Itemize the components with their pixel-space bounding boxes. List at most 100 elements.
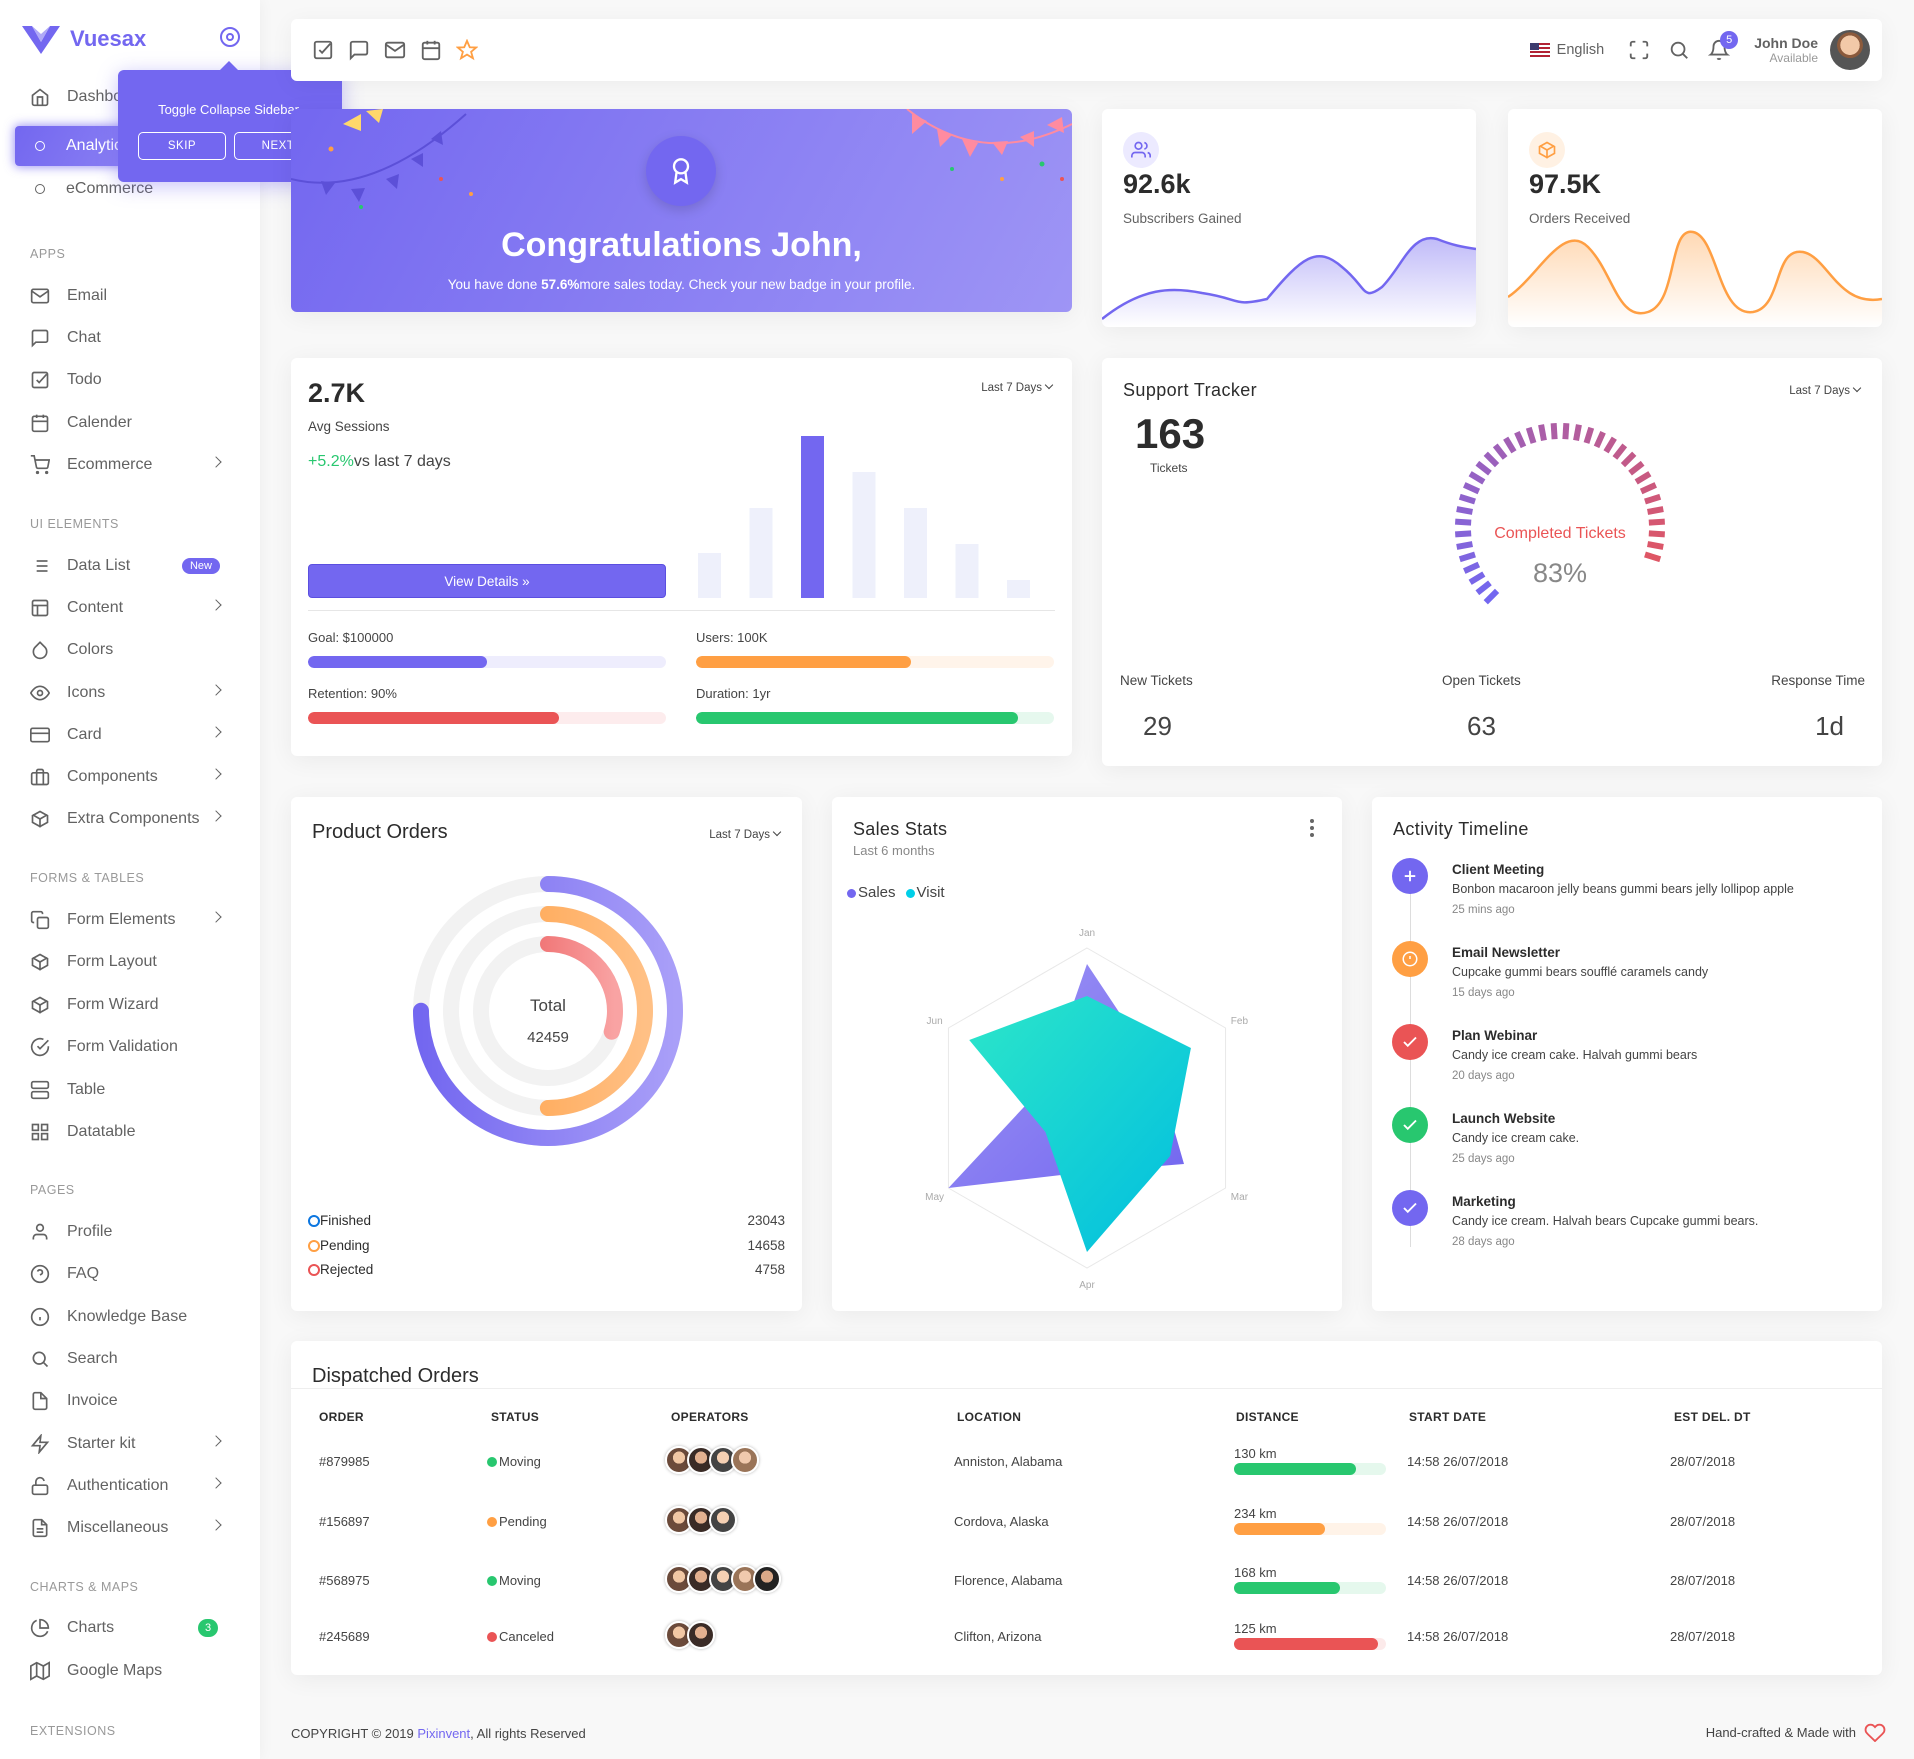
pixinvent-link[interactable]: Pixinvent	[417, 1726, 471, 1741]
sidebar-item-invoice[interactable]: Invoice	[15, 1381, 245, 1421]
order-status: Moving	[487, 1573, 541, 1588]
more-vertical-icon[interactable]	[1310, 819, 1314, 837]
sidebar-item-profile[interactable]: Profile	[15, 1212, 245, 1252]
column-header-location[interactable]: LOCATION	[957, 1410, 1022, 1424]
column-header-est-del-dt[interactable]: EST DEL. DT	[1674, 1410, 1751, 1424]
sidebar-item-chat[interactable]: Chat	[15, 318, 245, 358]
gauge-segment	[1456, 541, 1473, 550]
fullscreen-icon[interactable]	[1628, 39, 1650, 61]
operator-avatar[interactable]	[753, 1565, 781, 1593]
gauge-segment	[1644, 551, 1662, 563]
product-range-dropdown[interactable]: Last 7 Days	[709, 829, 780, 841]
radar-axis-label: Mar	[1231, 1192, 1249, 1203]
operators-group	[665, 1446, 759, 1474]
sidebar-item-card[interactable]: Card	[15, 715, 245, 755]
gauge-segment	[1468, 571, 1486, 585]
order-id: #568975	[319, 1573, 370, 1588]
sidebar-item-data-list[interactable]: Data List New	[15, 546, 245, 586]
sidebar-item-content[interactable]: Content	[15, 588, 245, 628]
legend-finished: Finished	[308, 1213, 371, 1228]
timeline-item-time: 15 days ago	[1452, 987, 1515, 999]
est-delivery-date: 28/07/2018	[1670, 1454, 1736, 1469]
start-date: 14:58 26/07/2018	[1407, 1629, 1509, 1644]
sidebar-item-knowledge-base[interactable]: Knowledge Base	[15, 1297, 245, 1337]
column-header-start-date[interactable]: START DATE	[1409, 1410, 1487, 1424]
gauge-segment	[1475, 460, 1492, 476]
session-bar	[698, 553, 721, 598]
legend-value-finished: 23043	[747, 1213, 785, 1228]
language-dropdown[interactable]: English	[1529, 42, 1604, 58]
activity-timeline-card: Activity Timeline Client Meeting Bonbon …	[1372, 797, 1882, 1311]
timeline-item-title: Client Meeting	[1452, 862, 1545, 877]
sidebar-item-label: Form Elements	[67, 911, 176, 928]
sidebar-item-email[interactable]: Email	[15, 276, 245, 316]
brand-logo[interactable]: Vuesax	[22, 24, 146, 54]
sidebar-item-google-maps[interactable]: Google Maps	[15, 1651, 245, 1691]
star-icon[interactable]	[456, 39, 478, 61]
operator-avatar[interactable]	[709, 1506, 737, 1534]
product-title: Product Orders	[312, 821, 448, 843]
view-details-button[interactable]: View Details »	[308, 564, 666, 598]
user-avatar[interactable]	[1830, 30, 1870, 70]
credit-card-icon	[30, 725, 50, 745]
sidebar-item-authentication[interactable]: Authentication	[15, 1466, 245, 1506]
email-icon[interactable]	[384, 39, 406, 61]
sidebar-item-colors[interactable]: Colors	[15, 630, 245, 670]
sidebar-item-label: Authentication	[67, 1476, 169, 1494]
gauge-segment	[1455, 518, 1472, 526]
sidebar-item-form-validation[interactable]: Form Validation	[15, 1027, 245, 1067]
calendar-icon[interactable]	[420, 39, 442, 61]
sidebar-item-form-layout[interactable]: Form Layout	[15, 942, 245, 982]
legend-sales: Sales	[847, 884, 896, 901]
sidebar-item-label: Form Wizard	[67, 995, 159, 1013]
sidebar-item-icons[interactable]: Icons	[15, 673, 245, 713]
notifications-bell-icon[interactable]: 5	[1708, 31, 1739, 61]
droplet-icon	[30, 640, 50, 660]
goal-progress	[308, 656, 666, 668]
sidebar-item-extra-components[interactable]: Extra Components	[15, 799, 245, 839]
support-range-dropdown[interactable]: Last 7 Days	[1789, 385, 1860, 397]
session-bar	[955, 544, 979, 598]
sidebar-item-ecommerce[interactable]: eCommerce	[15, 169, 245, 209]
congrats-text: You have done 57.6%more sales today. Che…	[447, 277, 916, 292]
sidebar-item-faq[interactable]: FAQ	[15, 1254, 245, 1294]
chat-icon[interactable]	[348, 39, 370, 61]
search-icon[interactable]	[1668, 39, 1690, 61]
users-label: Users: 100K	[696, 630, 768, 645]
sidebar-item-charts[interactable]: Charts 3	[15, 1608, 245, 1648]
tour-skip-button[interactable]: SKIP	[138, 132, 226, 160]
sidebar-item-ecommerce[interactable]: Ecommerce	[15, 445, 245, 485]
sidebar-item-todo[interactable]: Todo	[15, 360, 245, 400]
gauge-segment	[1503, 436, 1517, 454]
gauge-segment	[1647, 506, 1664, 515]
sidebar-item-miscellaneous[interactable]: Miscellaneous	[15, 1508, 245, 1548]
gauge-segment	[1525, 426, 1537, 444]
goal-label: Goal: $100000	[308, 630, 394, 645]
sidebar-item-datatable[interactable]: Datatable	[15, 1112, 245, 1152]
order-location: Cordova, Alaska	[954, 1514, 1049, 1529]
distance-progress	[1234, 1638, 1386, 1650]
timeline-item-time: 25 mins ago	[1452, 904, 1515, 916]
column-header-distance[interactable]: DISTANCE	[1236, 1410, 1299, 1424]
sidebar-toggle-icon[interactable]	[220, 27, 240, 47]
sidebar-item-calender[interactable]: Calender	[15, 403, 245, 443]
column-header-order[interactable]: ORDER	[319, 1410, 364, 1424]
subscribers-value: 92.6k	[1123, 169, 1191, 199]
sidebar-item-components[interactable]: Components	[15, 757, 245, 797]
sidebar-item-form-elements[interactable]: Form Elements	[15, 900, 245, 940]
todo-icon[interactable]	[312, 39, 334, 61]
timeline-item-title: Launch Website	[1452, 1111, 1556, 1126]
sessions-range-dropdown[interactable]: Last 7 Days	[981, 382, 1052, 394]
operator-avatar[interactable]	[687, 1621, 715, 1649]
orders-value: 97.5K	[1529, 169, 1602, 199]
operator-avatar[interactable]	[731, 1446, 759, 1474]
sessions-bar-chart	[698, 436, 1030, 598]
sidebar-item-search[interactable]: Search	[15, 1339, 245, 1379]
sidebar-item-form-wizard[interactable]: Form Wizard	[15, 985, 245, 1025]
user-menu[interactable]: John Doe Available	[1754, 35, 1818, 65]
column-header-status[interactable]: STATUS	[491, 1410, 540, 1424]
sidebar-item-starter-kit[interactable]: Starter kit	[15, 1424, 245, 1464]
column-header-operators[interactable]: OPERATORS	[671, 1410, 749, 1424]
sidebar-item-table[interactable]: Table	[15, 1070, 245, 1110]
subscribers-card: 92.6k Subscribers Gained	[1102, 109, 1476, 327]
